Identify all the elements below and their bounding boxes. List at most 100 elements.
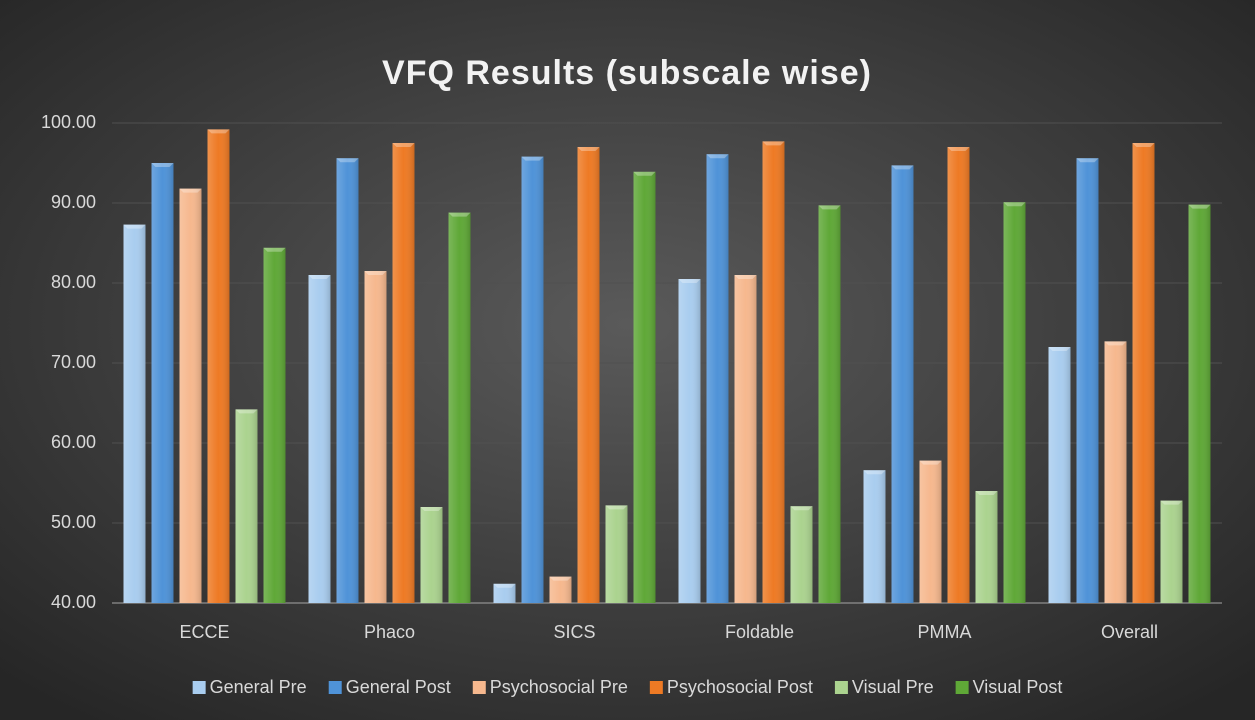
x-tick-label: SICS xyxy=(553,622,595,642)
bar-shine xyxy=(706,154,729,603)
bar-cap xyxy=(1048,347,1071,351)
bar-shine xyxy=(975,491,998,603)
bar-shine xyxy=(577,147,600,603)
bar-shine xyxy=(549,576,572,603)
bar-shine xyxy=(336,158,359,603)
bar-cap xyxy=(308,275,331,279)
legend-item: Visual Pre xyxy=(834,677,934,697)
y-tick-label: 70.00 xyxy=(51,352,96,372)
bar-cap xyxy=(151,163,174,167)
bar-cap xyxy=(818,205,841,210)
legend-swatch xyxy=(472,681,486,694)
bar-cap xyxy=(392,143,415,147)
bar-shine xyxy=(308,275,331,603)
bar-shine xyxy=(123,224,146,603)
bar-shine xyxy=(605,505,628,603)
bar-cap xyxy=(123,224,146,229)
bar-shine xyxy=(891,165,914,603)
legend-swatch xyxy=(328,681,342,694)
x-tick-label: Overall xyxy=(1101,622,1158,642)
y-tick-label: 40.00 xyxy=(51,592,96,612)
legend-label: Psychosocial Post xyxy=(667,677,813,697)
bar-shine xyxy=(633,171,656,604)
bar-shine xyxy=(179,188,202,603)
bar-cap xyxy=(364,271,387,275)
bar-cap xyxy=(1132,143,1155,147)
legend-swatch xyxy=(649,681,663,694)
bar-shine xyxy=(420,507,443,603)
bar-shine xyxy=(1132,143,1155,603)
bar-cap xyxy=(706,154,729,159)
x-tick-label: ECCE xyxy=(179,622,229,642)
bar-cap xyxy=(678,279,701,283)
bar-cap xyxy=(1160,500,1183,505)
bar-shine xyxy=(1003,202,1026,603)
bar-cap xyxy=(975,491,998,495)
bar-shine xyxy=(493,583,516,603)
bar-shine xyxy=(734,275,757,603)
x-tick-label: PMMA xyxy=(918,622,972,642)
legend-item: General Pre xyxy=(192,677,307,697)
legend-item: Visual Post xyxy=(955,677,1063,697)
legend-label: Visual Post xyxy=(973,677,1063,697)
legend-swatch xyxy=(834,681,848,694)
bar-shine xyxy=(790,506,813,603)
bar-cap xyxy=(577,147,600,151)
bar-cap xyxy=(1104,341,1127,346)
bar-cap xyxy=(207,129,230,134)
bar-cap xyxy=(263,247,286,252)
bar-cap xyxy=(1076,158,1099,163)
bar-cap xyxy=(863,470,886,475)
y-tick-label: 100.00 xyxy=(41,112,96,132)
y-tick-label: 50.00 xyxy=(51,512,96,532)
bar-shine xyxy=(863,470,886,603)
legend-swatch xyxy=(955,681,969,694)
bar-shine xyxy=(1104,341,1127,603)
chart-title: VFQ Results (subscale wise) xyxy=(382,54,872,92)
bar-shine xyxy=(919,460,942,603)
bar-shine xyxy=(1048,347,1071,603)
bar-shine xyxy=(364,271,387,603)
legend-item: Psychosocial Pre xyxy=(472,677,628,697)
legend-item: General Post xyxy=(328,677,451,697)
x-tick-label: Foldable xyxy=(725,622,794,642)
bar-cap xyxy=(549,576,572,581)
bar-cap xyxy=(448,212,471,217)
legend-label: Visual Pre xyxy=(852,677,934,697)
y-tick-label: 90.00 xyxy=(51,192,96,212)
bar-shine xyxy=(1188,204,1211,603)
bar-shine xyxy=(151,163,174,603)
bar-cap xyxy=(493,583,516,588)
y-tick-label: 60.00 xyxy=(51,432,96,452)
legend-label: Psychosocial Pre xyxy=(490,677,628,697)
bar-shine xyxy=(521,156,544,603)
bar-shine xyxy=(1076,158,1099,603)
legend-item: Psychosocial Post xyxy=(649,677,813,697)
bar-cap xyxy=(633,171,656,176)
bar-cap xyxy=(1188,204,1211,209)
y-tick-label: 80.00 xyxy=(51,272,96,292)
bar-shine xyxy=(448,212,471,603)
bar-shine xyxy=(678,279,701,603)
bar-cap xyxy=(235,409,258,414)
bar-shine xyxy=(207,129,230,603)
bar-cap xyxy=(420,507,443,511)
bar-cap xyxy=(1003,202,1026,207)
bar-cap xyxy=(790,506,813,511)
bar-cap xyxy=(179,188,202,193)
bar-cap xyxy=(336,158,359,163)
bar-shine xyxy=(762,141,785,603)
bar-shine xyxy=(392,143,415,603)
bar-shine xyxy=(947,147,970,603)
legend-label: General Post xyxy=(346,677,451,697)
legend-swatch xyxy=(192,681,206,694)
bar-cap xyxy=(891,165,914,170)
bar-cap xyxy=(947,147,970,151)
bar-shine xyxy=(818,205,841,603)
bar-shine xyxy=(1160,500,1183,603)
bar-cap xyxy=(734,275,757,279)
bar-cap xyxy=(762,141,785,146)
bar-shine xyxy=(263,247,286,604)
bar-shine xyxy=(235,409,258,603)
